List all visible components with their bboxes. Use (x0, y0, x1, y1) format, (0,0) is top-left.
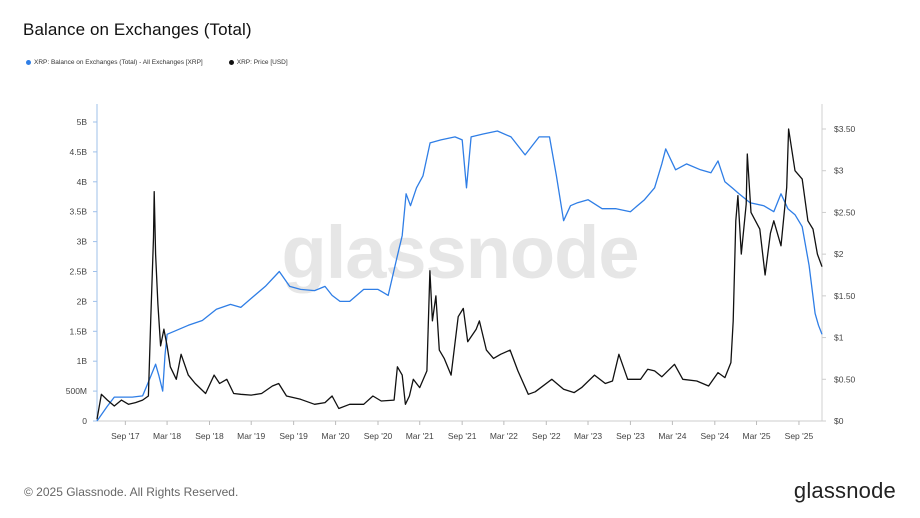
x-tick-label: Mar '23 (574, 431, 602, 441)
y-right-tick-label: $1.50 (834, 291, 856, 301)
copyright-text: © 2025 Glassnode. All Rights Reserved. (24, 485, 239, 499)
y-left-tick-label: 2.5B (70, 267, 88, 277)
y-right-tick-label: $3 (834, 166, 844, 176)
y-right-tick-label: $0 (834, 416, 844, 426)
y-left-tick-label: 2B (77, 296, 88, 306)
x-tick-label: Sep '19 (279, 431, 308, 441)
x-tick-label: Mar '24 (658, 431, 686, 441)
y-left-tick-label: 1B (77, 356, 88, 366)
x-tick-label: Sep '21 (448, 431, 477, 441)
page-title: Balance on Exchanges (Total) (23, 20, 252, 39)
y-right-tick-label: $2 (834, 249, 844, 259)
x-tick-label: Mar '19 (237, 431, 265, 441)
x-tick-label: Sep '23 (616, 431, 645, 441)
y-left-ticks: 0 500M 1B 1.5B 2B 2.5B 3B 3.5B 4B 4.5B 5B (66, 117, 97, 426)
x-tick-label: Mar '22 (490, 431, 518, 441)
legend-dot-price (228, 60, 234, 65)
x-tick-label: Sep '18 (195, 431, 224, 441)
y-right-tick-label: $2.50 (834, 207, 856, 217)
y-right-ticks: $0 $0.50 $1 $1.50 $2 $2.50 $3 $3.50 (822, 124, 856, 426)
chart-legend: XRP: Balance on Exchanges (Total) - All … (26, 59, 288, 66)
glassnode-logo[interactable]: glassnode (793, 478, 896, 503)
y-left-tick-label: 3.5B (70, 207, 88, 217)
balance-series-line[interactable] (96, 130, 823, 422)
y-left-tick-label: 5B (77, 117, 88, 127)
y-right-tick-label: $1 (834, 333, 844, 343)
y-left-tick-label: 4B (77, 177, 88, 187)
x-tick-label: Mar '25 (742, 431, 770, 441)
x-tick-label: Sep '24 (701, 431, 730, 441)
x-tick-label: Sep '17 (111, 431, 140, 441)
y-right-tick-label: $0.50 (834, 374, 856, 384)
x-tick-label: Mar '21 (406, 431, 434, 441)
x-tick-label: Mar '18 (153, 431, 181, 441)
y-left-tick-label: 500M (66, 386, 87, 396)
legend-item-price[interactable]: XRP: Price [USD] (228, 59, 288, 66)
legend-label-price: XRP: Price [USD] (236, 59, 288, 66)
price-series-line[interactable] (96, 128, 823, 420)
x-tick-label: Mar '20 (322, 431, 350, 441)
y-left-tick-label: 1.5B (70, 326, 88, 336)
legend-label-balance: XRP: Balance on Exchanges (Total) - All … (34, 59, 203, 66)
y-left-tick-label: 4.5B (70, 147, 88, 157)
watermark-text: glassnode (282, 211, 639, 294)
y-right-tick-label: $3.50 (834, 124, 856, 134)
x-tick-label: Sep '20 (364, 431, 393, 441)
legend-dot-balance (26, 60, 31, 65)
x-ticks: Sep '17 Mar '18 Sep '18 Mar '19 Sep '19 Mar '… (111, 421, 813, 441)
y-left-tick-label: 0 (82, 416, 87, 426)
y-left-tick-label: 3B (77, 237, 88, 247)
legend-item-balance[interactable]: XRP: Balance on Exchanges (Total) - All … (26, 59, 203, 66)
x-tick-label: Sep '22 (532, 431, 561, 441)
x-tick-label: Sep '25 (785, 431, 814, 441)
